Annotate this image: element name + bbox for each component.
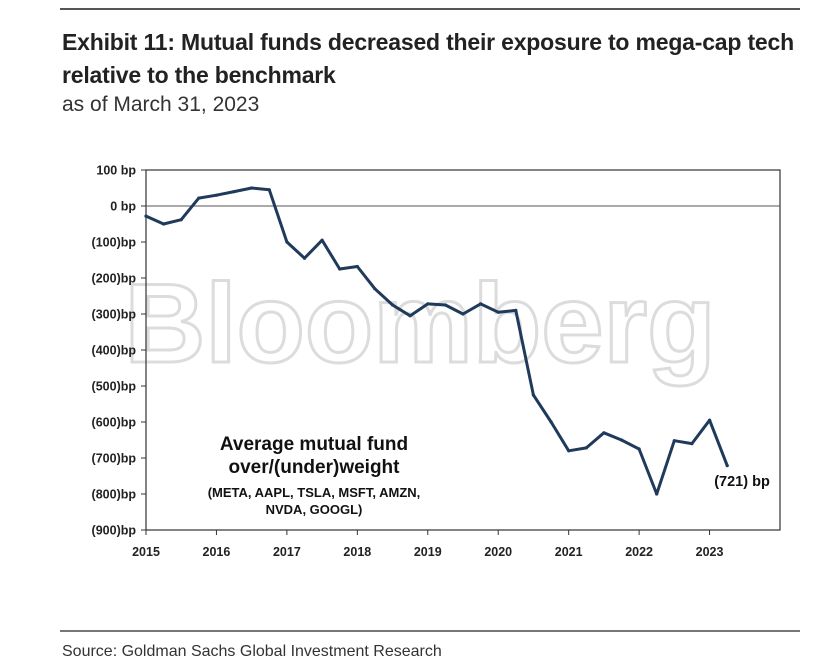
data-point bbox=[496, 310, 500, 314]
series-layer bbox=[144, 186, 729, 496]
x-tick-label: 2016 bbox=[203, 545, 231, 559]
y-tick-label: (400)bp bbox=[92, 344, 137, 358]
data-point bbox=[214, 193, 218, 197]
data-point bbox=[602, 431, 606, 435]
data-point bbox=[355, 264, 359, 269]
x-tick-label: 2017 bbox=[273, 545, 301, 559]
annotation-tickers: (META, AAPL, TSLA, MSFT, AMZN, bbox=[208, 485, 421, 500]
data-point bbox=[479, 302, 483, 306]
data-point bbox=[514, 308, 518, 312]
data-point bbox=[619, 438, 624, 442]
data-point bbox=[708, 418, 712, 422]
watermark-text: Bloomberg bbox=[124, 261, 715, 386]
data-point bbox=[197, 196, 201, 200]
x-tick-label: 2019 bbox=[414, 545, 442, 559]
y-tick-label: (200)bp bbox=[92, 272, 137, 286]
annotation-tickers: NVDA, GOOGL) bbox=[266, 502, 363, 517]
y-tick-label: 0 bp bbox=[110, 200, 136, 214]
data-point bbox=[250, 186, 254, 190]
data-point bbox=[426, 302, 430, 306]
bottom-rule bbox=[60, 630, 800, 632]
data-point bbox=[637, 447, 641, 451]
data-point bbox=[320, 238, 324, 242]
chart-title: Exhibit 11: Mutual funds decreased their… bbox=[62, 29, 794, 88]
data-point bbox=[285, 240, 289, 244]
data-point bbox=[672, 439, 676, 443]
x-tick-label: 2020 bbox=[484, 545, 512, 559]
data-point bbox=[567, 449, 571, 453]
x-axis: 2015 2016 2017 2018 2019 2020 2021 2022 2023 bbox=[132, 530, 724, 559]
x-tick-label: 2023 bbox=[696, 545, 724, 559]
data-point bbox=[461, 312, 465, 316]
y-tick-label: 100 bp bbox=[96, 164, 136, 178]
data-point bbox=[232, 190, 236, 194]
x-tick-label: 2018 bbox=[343, 545, 371, 559]
x-tick-label: 2022 bbox=[625, 545, 653, 559]
data-point bbox=[690, 442, 694, 446]
y-tick-label: (500)bp bbox=[92, 380, 137, 394]
data-point bbox=[725, 464, 729, 468]
data-point bbox=[549, 420, 553, 424]
data-point bbox=[144, 214, 148, 218]
top-rule bbox=[60, 8, 800, 10]
y-tick-label: (300)bp bbox=[92, 308, 137, 322]
chart-subtitle: as of March 31, 2023 bbox=[62, 93, 260, 116]
annotation-label: over/(under)weight bbox=[228, 457, 400, 478]
data-point bbox=[443, 303, 447, 307]
annotation-label: Average mutual fund bbox=[220, 434, 408, 455]
y-tick-label: (700)bp bbox=[92, 452, 137, 466]
data-point bbox=[267, 188, 271, 192]
y-tick-label: (800)bp bbox=[92, 488, 137, 502]
y-tick-label: (900)bp bbox=[92, 524, 137, 538]
data-point bbox=[302, 256, 307, 260]
x-tick-label: 2021 bbox=[555, 545, 583, 559]
data-point bbox=[338, 267, 342, 271]
bloomberg-watermark: Bloomberg bbox=[123, 260, 717, 388]
data-point bbox=[179, 218, 183, 222]
data-point bbox=[584, 446, 588, 450]
end-value-label: (721) bp bbox=[714, 474, 770, 490]
line-chart: Bloomberg 100 bp 0 bp (100)bp (200)bp (300)b… bbox=[92, 164, 781, 559]
source-note: Source: Goldman Sachs Global Investment … bbox=[62, 643, 442, 660]
data-point bbox=[531, 393, 536, 397]
data-point bbox=[373, 287, 377, 291]
data-point bbox=[655, 492, 659, 496]
y-axis: 100 bp 0 bp (100)bp (200)bp (300)bp (400)bp (5… bbox=[92, 164, 146, 538]
y-tick-label: (100)bp bbox=[92, 236, 137, 250]
y-tick-label: (600)bp bbox=[92, 416, 137, 430]
series-line bbox=[144, 186, 729, 496]
data-point bbox=[162, 222, 166, 226]
x-tick-label: 2015 bbox=[132, 545, 160, 559]
data-point bbox=[391, 303, 395, 307]
data-point bbox=[408, 314, 412, 318]
